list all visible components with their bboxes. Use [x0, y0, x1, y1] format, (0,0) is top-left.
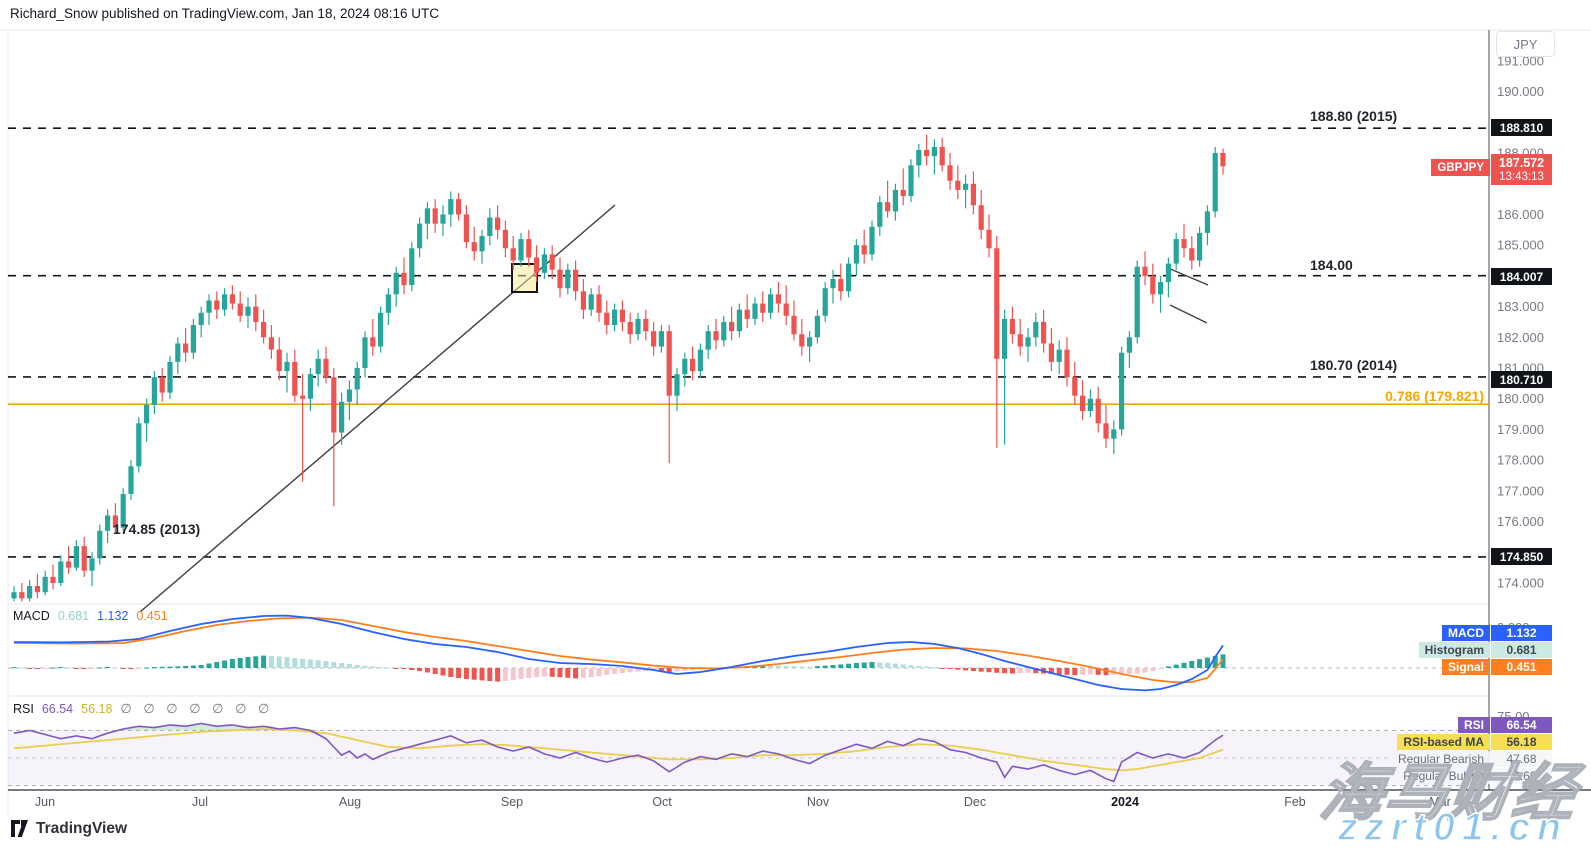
price-axis-drag-area[interactable] — [1489, 30, 1591, 790]
axis-tick: 180.000 — [1497, 391, 1544, 406]
fib-level-label: 0.786 (179.821) — [1385, 388, 1484, 404]
axis-tick: 178.000 — [1497, 453, 1544, 468]
signal-chip-value: 0.451 — [1491, 659, 1552, 675]
signal-chip-label: Signal — [1441, 659, 1490, 675]
rsi-readout: 66.54 — [41, 702, 74, 716]
watermark-url: zzrt01.cn — [1337, 805, 1568, 850]
symbol-chip: GBPJPY — [1431, 159, 1490, 176]
rsi-chip-value: 66.54 — [1491, 717, 1552, 733]
macd-hist-readout: 0.681 — [57, 609, 90, 623]
signal-value-chip: Signal 0.451 — [1380, 659, 1552, 675]
candlestick-series — [11, 134, 1226, 602]
histogram-chip-label: Histogram — [1418, 642, 1490, 658]
publish-byline: Richard_Snow published on TradingView.co… — [10, 6, 440, 21]
rsi-value-chip: RSI 66.54 — [1380, 717, 1552, 733]
axis-tick: 191.000 — [1497, 53, 1544, 68]
tradingview-logo[interactable]: TradingView — [10, 819, 127, 838]
rsi-ma-value-chip: RSI-based MA 56.18 — [1380, 734, 1552, 750]
axis-tick: 186.000 — [1497, 207, 1544, 222]
regular-bearish-chip: Regular Bearish 47.68 — [1380, 751, 1552, 767]
axis-tick: Nov — [807, 795, 830, 809]
histogram-value-chip: Histogram 0.681 — [1380, 642, 1552, 658]
macd-chip-label: MACD — [1442, 625, 1490, 641]
macd-value-chip: MACD 1.132 — [1380, 625, 1552, 641]
histogram-chip-value: 0.681 — [1491, 642, 1552, 658]
axis-tick: Aug — [339, 795, 361, 809]
axis-tick: 185.000 — [1497, 238, 1544, 253]
axis-tick: Oct — [652, 795, 672, 809]
rsi-title: RSI — [13, 702, 34, 716]
axis-tick: Mar — [1429, 795, 1451, 809]
axis-tick: Jun — [35, 795, 55, 809]
price-badge-18881: 188.810 — [1491, 119, 1552, 136]
bar-countdown: 13:43:13 — [1499, 170, 1544, 183]
price-badge-17485: 174.850 — [1491, 548, 1552, 565]
level-label-2015: 188.80 (2015) — [1310, 108, 1398, 124]
time-axis-drag-area[interactable] — [8, 790, 1489, 816]
price-badge-184: 184.007 — [1491, 268, 1552, 285]
axis-tick: 190.000 — [1497, 84, 1544, 99]
support-resistance-levels — [8, 127, 1489, 558]
rsi-pane — [8, 722, 1489, 787]
rsi-ma-readout: 56.18 — [81, 702, 113, 716]
regular-bearish-value: 47.68 — [1491, 751, 1552, 767]
axis-tick: 179.000 — [1497, 422, 1544, 437]
axis-tick: Feb — [1284, 795, 1306, 809]
axis-tick: Jul — [192, 795, 208, 809]
rsi-status-row[interactable]: RSI 66.54 56.18 ∅ ∅ ∅ ∅ ∅ ∅ ∅ — [13, 701, 281, 717]
axis-tick: 183.000 — [1497, 299, 1544, 314]
drawing-annotations — [139, 204, 1209, 613]
regular-bearish-label: Regular Bearish — [1391, 751, 1490, 767]
divergence-markers: ∅ ∅ ∅ ∅ ∅ ∅ ∅ — [120, 701, 274, 716]
macd-status-row[interactable]: MACD 0.681 1.132 0.451 — [13, 609, 176, 623]
level-label-2013: 174.85 (2013) — [113, 521, 201, 537]
macd-title: MACD — [13, 609, 50, 623]
level-label-2014: 180.70 (2014) — [1310, 357, 1398, 373]
macd-line-readout: 1.132 — [97, 609, 129, 623]
axis-tick: 2024 — [1111, 795, 1139, 809]
price-badge-18071: 180.710 — [1491, 371, 1552, 388]
macd-chip-value: 1.132 — [1491, 625, 1552, 641]
level-label-184: 184.00 — [1310, 257, 1353, 273]
axis-tick: 176.000 — [1497, 514, 1544, 529]
axis-tick: 182.000 — [1497, 330, 1544, 345]
regular-bullish-chip: Regular Bullish 36.69 — [1380, 768, 1552, 784]
regular-bullish-label: Regular Bullish — [1397, 768, 1490, 784]
rsi-ma-chip-value: 56.18 — [1491, 734, 1552, 750]
axis-tick: 174.000 — [1497, 576, 1544, 591]
macd-pane — [8, 614, 1489, 692]
axis-tick: Sep — [501, 795, 523, 809]
chart-frame — [0, 29, 1591, 815]
currency-toggle-button[interactable]: JPY — [1496, 31, 1555, 57]
rsi-chip-label: RSI — [1457, 717, 1490, 733]
axis-tick: 177.000 — [1497, 483, 1544, 498]
rsi-ma-chip-label: RSI-based MA — [1397, 734, 1490, 750]
macd-signal-readout: 0.451 — [136, 609, 168, 623]
tradingview-logo-text: TradingView — [36, 819, 128, 837]
last-price-chip: 187.572 13:43:13 — [1491, 154, 1552, 185]
regular-bullish-value: 36.69 — [1491, 768, 1552, 784]
axis-tick: Dec — [964, 795, 986, 809]
last-price: 187.572 — [1498, 155, 1545, 170]
tradingview-logo-icon — [11, 820, 28, 837]
